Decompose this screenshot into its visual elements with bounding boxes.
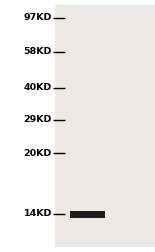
Text: 97KD: 97KD — [24, 14, 52, 22]
Text: 20KD: 20KD — [24, 148, 52, 158]
Bar — [55, 5, 155, 247]
Text: 29KD: 29KD — [24, 115, 52, 124]
Text: 14KD: 14KD — [24, 209, 52, 218]
Text: 58KD: 58KD — [24, 47, 52, 56]
Text: 40KD: 40KD — [24, 83, 52, 92]
Bar — [70, 210, 105, 217]
